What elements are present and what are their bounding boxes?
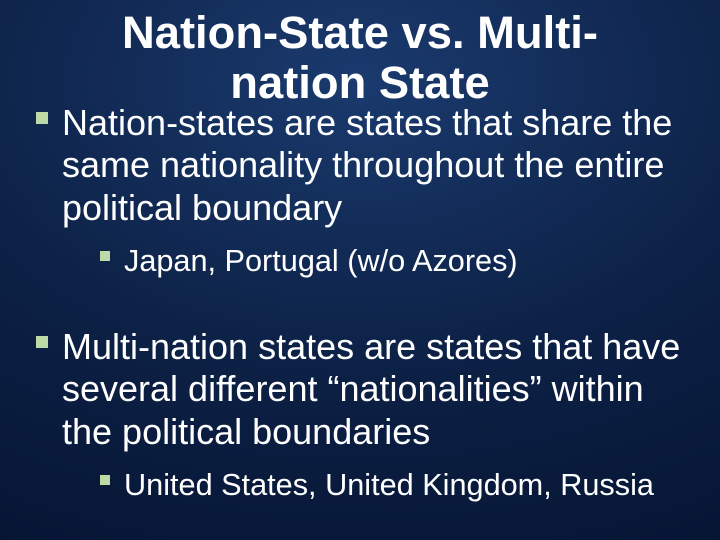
- bullet-text: United States, United Kingdom, Russia: [124, 468, 654, 502]
- square-bullet-icon: [100, 251, 110, 261]
- bullet-text: Nation-states are states that share the …: [62, 102, 672, 228]
- bullet-text: Japan, Portugal (w/o Azores): [124, 244, 518, 278]
- slide-title: Nation-State vs. Multi-nation State: [28, 8, 692, 108]
- spacer: [28, 304, 692, 326]
- square-bullet-icon: [36, 336, 48, 348]
- bullet-level1: Nation-states are states that share the …: [28, 102, 692, 280]
- bullet-level2: Japan, Portugal (w/o Azores): [62, 243, 692, 280]
- square-bullet-icon: [36, 112, 48, 124]
- bullet-text: Multi-nation states are states that have…: [62, 326, 680, 452]
- body-list: Nation-states are states that share the …: [28, 102, 692, 504]
- bullet-level2: United States, United Kingdom, Russia: [62, 467, 692, 504]
- bullet-level1: Multi-nation states are states that have…: [28, 326, 692, 504]
- square-bullet-icon: [100, 475, 110, 485]
- slide: Nation-State vs. Multi-nation State Nati…: [0, 0, 720, 540]
